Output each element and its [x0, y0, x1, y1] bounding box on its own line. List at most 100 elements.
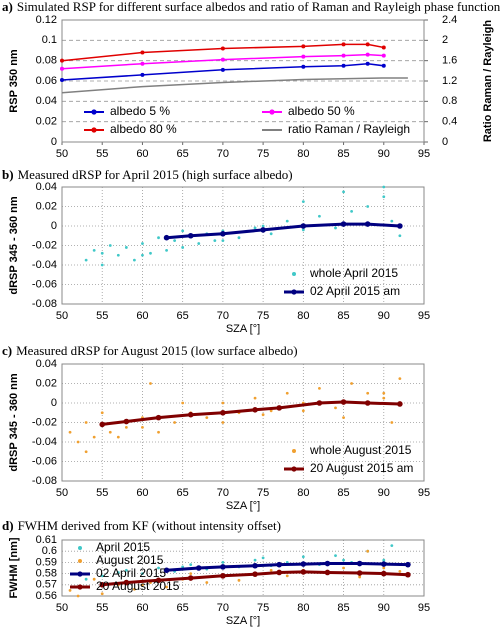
scatter-point: [261, 413, 265, 417]
title-text: Simulated RSP for different surface albe…: [17, 0, 500, 14]
scatter-point: [84, 577, 88, 581]
x-tick-label: 85: [337, 487, 349, 499]
scatter-point: [269, 409, 273, 413]
scatter-point: [141, 242, 144, 245]
x-tick-label: 90: [378, 602, 390, 614]
series-marker: [220, 409, 226, 416]
panel-label: b): [2, 167, 14, 182]
scatter-point: [181, 229, 185, 233]
series-marker: [300, 223, 307, 229]
y-axis-label: FWHM [nm]: [8, 537, 20, 598]
x-tick-label: 75: [257, 148, 269, 160]
x-tick-label: 65: [177, 602, 189, 614]
series-marker: [220, 46, 225, 51]
series-marker: [155, 414, 162, 421]
y-tick-label: -0.02: [32, 239, 57, 251]
y-tick-label: 0.06: [36, 75, 57, 87]
series-marker: [60, 58, 64, 63]
x-tick-label: 70: [217, 487, 229, 499]
series-marker: [195, 565, 202, 571]
title-text: Measured dRSP for August 2015 (low surfa…: [16, 343, 298, 358]
y-tick-label: 0.61: [36, 534, 57, 546]
legend-marker: [91, 127, 97, 133]
series-marker: [381, 63, 386, 68]
legend-label: 20 August 2015: [96, 579, 180, 593]
y-tick-label: 0.57: [36, 579, 57, 591]
x-tick-label: 70: [217, 148, 229, 160]
series-marker: [356, 570, 363, 576]
series-marker: [276, 569, 283, 576]
panel-title: a) Simulated RSP for different surface al…: [2, 0, 500, 14]
panel-label: a): [2, 0, 13, 14]
title-text: Measured dRSP for April 2015 (high surfa…: [18, 167, 293, 182]
scatter-point: [269, 232, 273, 236]
y2-tick-label: 0: [442, 136, 448, 148]
series-marker: [364, 221, 371, 227]
series-marker: [341, 42, 346, 47]
scatter-point: [269, 568, 273, 572]
series-marker: [316, 400, 323, 406]
scatter-point: [165, 585, 168, 589]
series-marker: [155, 577, 162, 584]
series-marker: [220, 57, 225, 62]
legend-marker: [78, 559, 82, 563]
series-marker: [276, 561, 283, 568]
scatter-point: [108, 244, 112, 247]
scatter-point: [100, 411, 104, 415]
y-axis-label: RSP 350 nm: [8, 49, 20, 113]
scatter-point: [84, 450, 88, 454]
y-tick-label: 0.08: [36, 55, 57, 67]
x-tick-label: 65: [177, 148, 189, 160]
y-tick-label: 0: [51, 220, 57, 232]
series-marker: [340, 221, 347, 227]
y-tick-label: 0.02: [36, 200, 57, 212]
series-marker: [324, 569, 331, 576]
scatter-point: [285, 219, 289, 223]
series-marker: [341, 63, 346, 68]
series-line: [61, 77, 408, 94]
x-tick-label: 70: [217, 310, 229, 322]
series-marker: [365, 61, 370, 66]
y-tick-label: 0.6: [42, 545, 57, 557]
scatter-point: [342, 558, 345, 562]
y-tick-label: 0.04: [36, 181, 57, 193]
legend-label: April 2015: [96, 540, 150, 554]
x-tick-label: 95: [418, 148, 430, 160]
series-marker: [301, 54, 306, 59]
series-marker: [220, 564, 226, 570]
series-line: [166, 222, 400, 240]
x-tick-label: 80: [297, 148, 309, 160]
scatter-point: [382, 391, 386, 395]
scatter-point: [382, 396, 386, 400]
scatter-point: [398, 569, 402, 573]
x-tick-label: 55: [96, 310, 108, 322]
x-tick-label: 95: [418, 310, 430, 322]
legend-label: albedo 5 %: [110, 104, 170, 118]
x-tick-label: 75: [257, 310, 269, 322]
y-tick-label: -0.06: [32, 455, 57, 467]
scatter-point: [221, 401, 225, 405]
panel-label: c): [2, 343, 12, 358]
scatter-point: [189, 563, 193, 567]
x-tick-label: 60: [136, 148, 148, 160]
series-marker: [341, 53, 346, 58]
plot-frame: [61, 539, 425, 597]
scatter-point: [342, 566, 345, 570]
scatter-point: [398, 234, 402, 238]
scatter-point: [318, 214, 321, 218]
scatter-point: [261, 556, 265, 560]
scatter-point: [253, 558, 257, 562]
scatter-point: [382, 566, 386, 570]
legend-label: albedo 80 %: [110, 122, 177, 136]
legend-label: albedo 50 %: [288, 104, 355, 118]
legend-label: whole April 2015: [309, 266, 398, 280]
series-marker: [381, 45, 386, 50]
scatter-point: [173, 421, 177, 424]
scatter-point: [398, 377, 402, 381]
series-marker: [163, 234, 170, 241]
y-tick-label: 0.02: [36, 116, 57, 128]
x-tick-label: 80: [297, 487, 309, 499]
legend-label: August 2015: [96, 553, 164, 567]
x-tick-label: 75: [257, 602, 269, 614]
x-tick-label: 50: [56, 148, 68, 160]
